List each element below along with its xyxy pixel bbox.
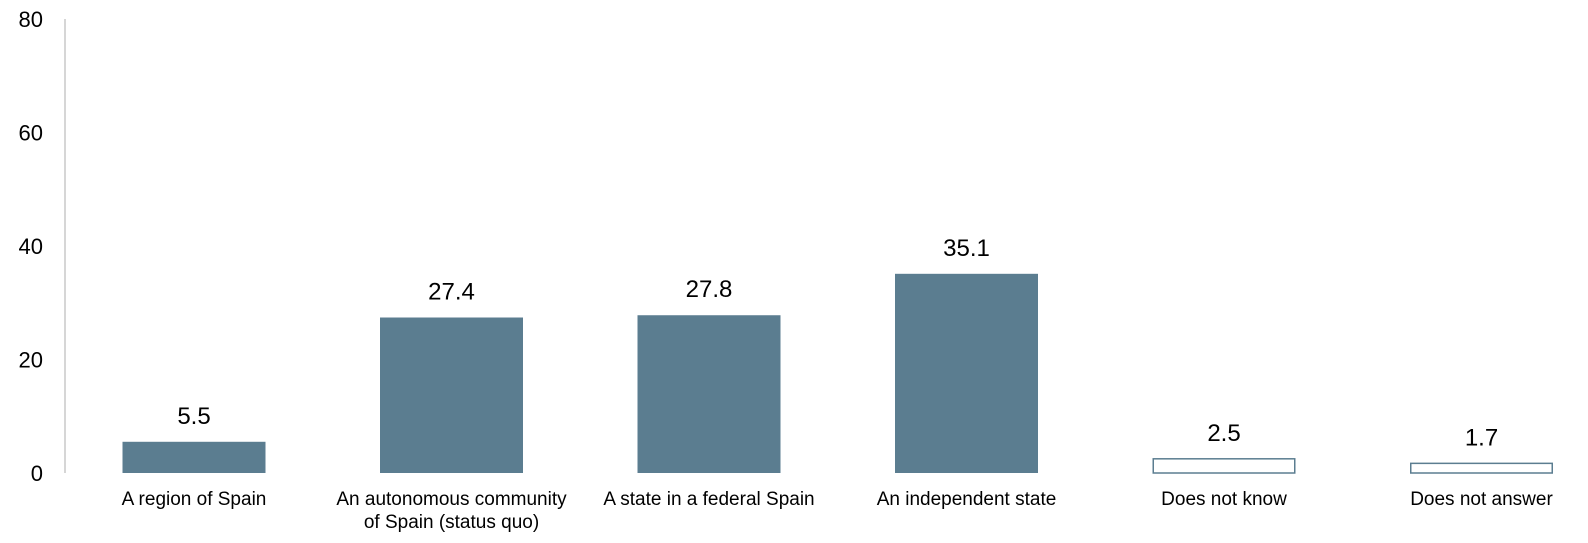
category-labels-group: A region of Spain An autonomous community… [122, 489, 1554, 533]
bars-group [122, 273, 1553, 474]
bar [637, 315, 781, 473]
data-label: 5.5 [177, 403, 210, 430]
y-tick-label: 40 [19, 234, 43, 259]
category-label: A region of Spain [122, 489, 267, 510]
data-label: 2.5 [1207, 420, 1240, 447]
bar [380, 317, 523, 473]
bar [1410, 462, 1553, 474]
category-label: A state in a federal Spain [603, 489, 814, 510]
bar [1152, 458, 1296, 474]
y-tick-label: 0 [31, 461, 43, 486]
data-label: 35.1 [943, 235, 990, 262]
y-tick-label: 60 [19, 121, 43, 146]
category-label: Does not know [1161, 489, 1287, 510]
bar [122, 441, 266, 473]
data-label: 27.8 [686, 276, 733, 303]
category-label: An autonomous community [336, 489, 567, 510]
data-label: 27.4 [428, 279, 475, 306]
data-labels-group: 5.5 27.4 27.8 35.1 2.5 1.7 [177, 235, 1498, 452]
data-label: 1.7 [1465, 424, 1498, 451]
y-tick-label: 80 [19, 7, 43, 32]
category-label: An independent state [877, 489, 1057, 510]
category-label: Does not answer [1410, 489, 1553, 510]
bar [895, 273, 1038, 473]
y-tick-label: 20 [19, 348, 43, 373]
y-axis-ticks: 0 20 40 60 80 [19, 7, 43, 486]
category-label: of Spain (status quo) [364, 512, 539, 533]
